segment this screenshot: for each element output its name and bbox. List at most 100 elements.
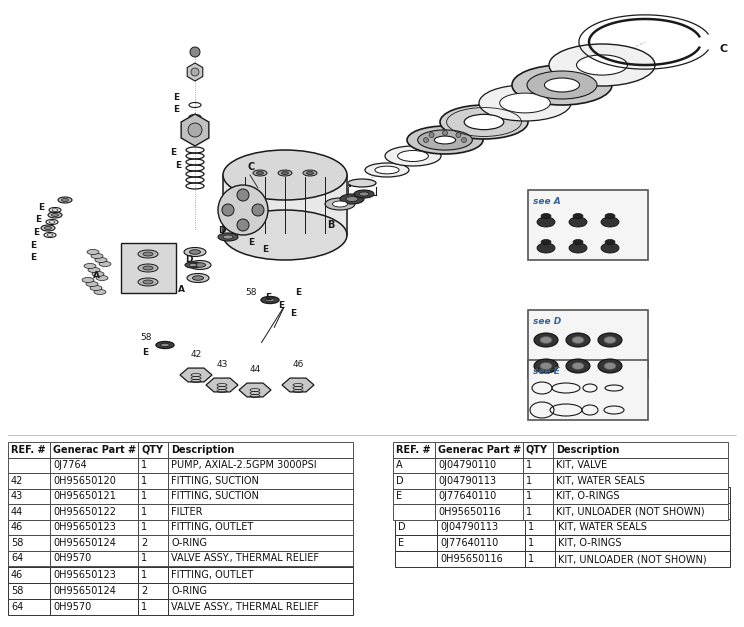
Text: 0J04790110: 0J04790110 [438,460,496,470]
Ellipse shape [541,214,551,218]
Text: 0H95650121: 0H95650121 [53,491,116,501]
Bar [435,488,523,504]
Text: VALVE ASSY., THERMAL RELIEF: VALVE ASSY., THERMAL RELIEF [171,602,319,612]
Bar [168,488,353,504]
Text: KIT, UNLOADER (NOT SHOWN): KIT, UNLOADER (NOT SHOWN) [558,554,707,564]
Ellipse shape [500,93,551,113]
Bar [523,442,553,458]
Bar [138,535,168,551]
Ellipse shape [86,282,98,287]
Ellipse shape [51,214,59,216]
Text: 1: 1 [141,522,147,532]
Bar [553,504,728,520]
Text: 0H95650120: 0H95650120 [53,522,116,532]
Text: E: E [170,148,176,157]
Text: E: E [262,245,268,254]
Bar [138,567,168,583]
Ellipse shape [601,243,619,253]
Text: E: E [30,241,36,250]
Bar [138,519,168,535]
Bar [393,442,435,458]
Ellipse shape [537,243,555,253]
Bar [50,583,138,599]
Text: 58: 58 [140,333,152,342]
Ellipse shape [90,285,102,290]
Bar [138,473,168,488]
Ellipse shape [573,214,583,218]
Text: 0H95650122: 0H95650122 [53,554,116,564]
Text: D: D [396,476,404,486]
Ellipse shape [534,359,558,373]
Ellipse shape [605,214,615,218]
Text: 1: 1 [526,491,532,501]
Text: 0J7764: 0J7764 [53,506,87,516]
Text: E: E [33,228,39,237]
Text: E: E [175,161,181,170]
Text: 0H95650120: 0H95650120 [53,476,116,486]
Text: E: E [278,301,284,310]
Bar [50,488,138,504]
Ellipse shape [185,262,201,268]
Text: Description: Description [171,445,234,455]
Text: 0H95650123: 0H95650123 [53,522,116,532]
Ellipse shape [598,359,622,373]
Ellipse shape [604,362,616,369]
Bar [138,551,168,567]
Text: 64: 64 [11,553,23,563]
Ellipse shape [223,210,347,260]
Bar [555,487,730,503]
Bar [525,487,555,503]
Text: 1: 1 [528,506,534,516]
Circle shape [237,189,249,201]
Text: 1: 1 [526,460,532,470]
Text: 43: 43 [11,538,23,548]
Bar [393,473,435,488]
Text: REF. #: REF. # [396,445,431,455]
Bar [435,504,523,520]
Bar [435,473,523,488]
Ellipse shape [91,253,103,258]
Ellipse shape [540,362,552,369]
Text: 1: 1 [528,538,534,548]
Ellipse shape [346,196,358,201]
Text: 1: 1 [141,460,147,470]
Bar [168,504,353,520]
Ellipse shape [417,130,472,150]
Bar [138,535,168,551]
Text: QTY: QTY [141,490,163,500]
Ellipse shape [325,198,355,210]
Bar [168,535,353,551]
Ellipse shape [193,276,204,280]
Ellipse shape [87,250,99,255]
Text: 43: 43 [217,360,228,369]
Bar [553,458,728,473]
Bar [50,473,138,488]
Bar [168,535,353,551]
Polygon shape [181,114,209,146]
Text: D: D [218,226,225,235]
Bar [555,519,730,535]
Ellipse shape [189,263,197,266]
Text: REF. #: REF. # [398,490,432,500]
Text: A: A [178,285,185,294]
Ellipse shape [303,170,317,176]
Text: KIT, VALVE: KIT, VALVE [558,506,609,516]
Text: QTY: QTY [526,445,548,455]
Bar [523,458,553,473]
Text: 1: 1 [141,506,147,516]
Bar [50,535,138,551]
Text: B: B [327,220,334,230]
Text: 0H95650124: 0H95650124 [53,538,116,548]
Ellipse shape [601,217,619,227]
Bar [50,519,138,535]
Bar [8,567,50,583]
Bar [168,583,353,599]
Ellipse shape [45,226,51,229]
Ellipse shape [84,263,96,268]
Circle shape [443,130,447,135]
Bar [8,487,50,503]
Ellipse shape [527,71,597,99]
Ellipse shape [365,163,409,177]
Text: FILTER: FILTER [171,507,202,517]
Ellipse shape [189,260,211,270]
